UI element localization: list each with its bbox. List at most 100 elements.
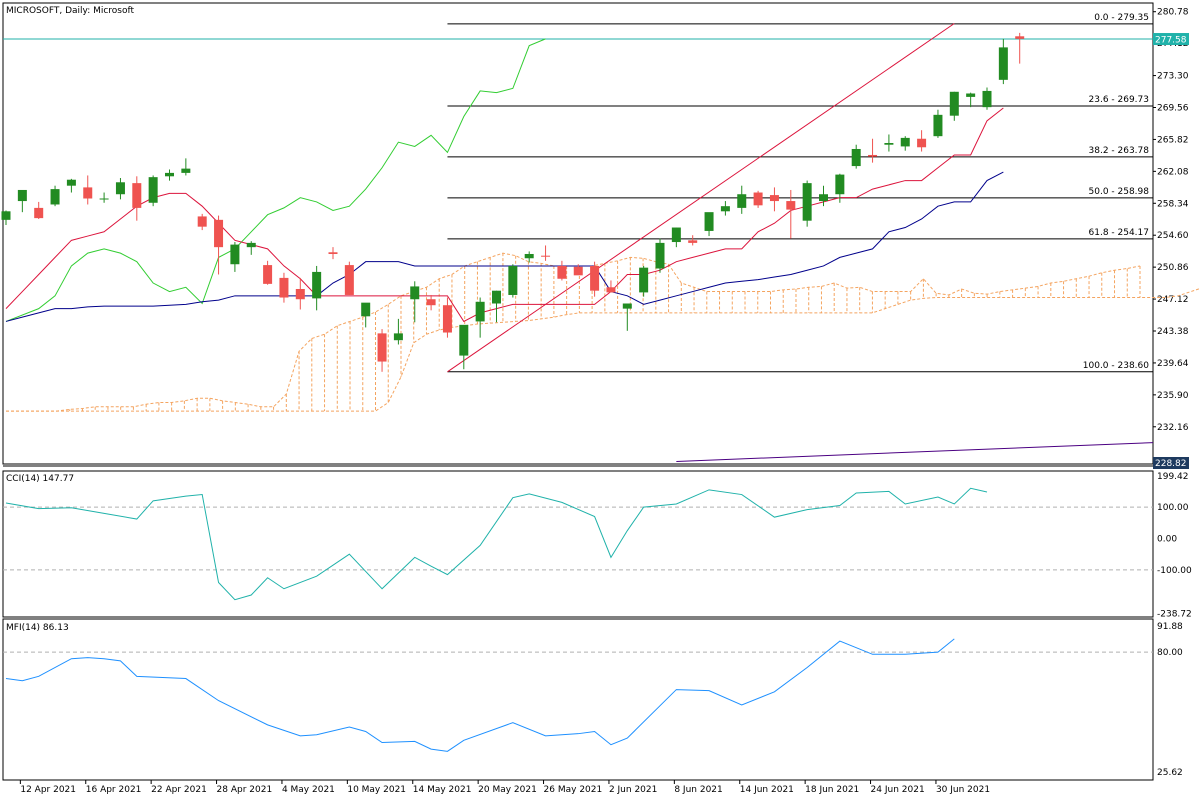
- candle-bull: [361, 302, 371, 317]
- main-chart-title: MICROSOFT, Daily: Microsoft: [6, 6, 135, 16]
- candle-bull: [737, 194, 747, 208]
- price-axis-label: 247.12: [1157, 295, 1189, 305]
- cci-panel-frame: [2, 470, 1154, 618]
- current-price-label: 277.58: [1155, 36, 1187, 46]
- price-axis-label: 235.90: [1157, 391, 1189, 401]
- candle-bull: [524, 253, 534, 259]
- time-axis-label: 14 Jun 2021: [740, 785, 794, 795]
- candle-bull: [17, 189, 27, 202]
- cloud-span-a: [6, 252, 1141, 412]
- kijun-sen-line: [5, 171, 1004, 322]
- candle-bear: [688, 240, 698, 243]
- candle-bull: [230, 244, 240, 265]
- candle-bull: [99, 198, 109, 200]
- chikou-span-line: [5, 38, 546, 322]
- fib-level-label: 50.0 - 258.98: [1089, 187, 1150, 197]
- candle-bull: [720, 206, 730, 212]
- candle-bull: [181, 168, 191, 173]
- time-axis-label: 24 Jun 2021: [871, 785, 925, 795]
- tenkan-sen-line: [5, 107, 1004, 323]
- cci-line: [5, 487, 988, 601]
- price-axis-label: 243.38: [1157, 327, 1189, 337]
- candle-bear: [769, 195, 779, 202]
- candle-bull: [508, 265, 518, 295]
- candle-bull: [949, 91, 959, 116]
- candle-bull: [66, 179, 76, 186]
- candle-bull: [165, 172, 174, 177]
- candle-bull: [835, 174, 845, 195]
- mfi-title: MFI(14) 86.13: [6, 623, 69, 633]
- candle-bull: [998, 47, 1008, 80]
- time-axis-label: 8 Jun 2021: [674, 785, 722, 795]
- time-axis-label: 16 Apr 2021: [86, 785, 142, 795]
- candle-bear: [279, 277, 289, 298]
- candle-bear: [868, 154, 878, 157]
- time-axis-label: 22 Apr 2021: [151, 785, 207, 795]
- candle-bull: [933, 114, 943, 137]
- ichimoku-cloud: [6, 252, 1200, 412]
- cci-title: CCI(14) 147.77: [6, 474, 74, 484]
- time-axis-label: 10 May 2021: [347, 785, 406, 795]
- candle-bear: [83, 187, 93, 199]
- price-axis-label: 239.64: [1157, 359, 1189, 369]
- fib-level-label: 61.8 - 254.17: [1089, 228, 1150, 238]
- candle-bull: [393, 333, 403, 341]
- candle-bear: [1015, 36, 1025, 39]
- fib-level-label: 23.6 - 269.73: [1089, 95, 1150, 105]
- mfi-panel: 91.88 80.00 25.62: [2, 618, 1183, 781]
- candle-bull: [312, 271, 322, 299]
- fib-level-label: 0.0 - 279.35: [1094, 13, 1149, 23]
- cci-axis-label: 0.00: [1157, 535, 1177, 545]
- candle-bear: [573, 266, 583, 276]
- candle-bear: [197, 216, 207, 227]
- candle-bull: [966, 93, 976, 97]
- time-axis: 12 Apr 2021 16 Apr 2021 22 Apr 2021 28 Apr …: [19, 780, 990, 795]
- bottom-price-badge: [1153, 457, 1189, 469]
- price-axis-label: 273.30: [1157, 72, 1189, 82]
- candle-bull: [50, 189, 60, 205]
- candle-bull: [148, 177, 158, 203]
- candle-bear: [344, 265, 354, 295]
- candle-bear: [606, 287, 616, 293]
- candle-bear: [214, 219, 224, 248]
- candle-bear: [34, 207, 44, 219]
- time-axis-label: 30 Jun 2021: [936, 785, 990, 795]
- time-axis-label: 12 Apr 2021: [20, 785, 76, 795]
- candle-bear: [328, 252, 338, 254]
- time-axis-label: 26 May 2021: [544, 785, 603, 795]
- cci-axis-label: -100.00: [1157, 566, 1192, 576]
- mfi-line: [5, 638, 955, 752]
- time-axis-label: 4 May 2021: [282, 785, 335, 795]
- price-axis-label: 269.56: [1157, 103, 1189, 113]
- time-axis-label: 2 Jun 2021: [609, 785, 657, 795]
- candle-bull: [1, 211, 11, 220]
- main-price-panel: 280.78277.12273.30269.56265.82262.08258.…: [1, 2, 1200, 469]
- price-axis-label: 250.86: [1157, 263, 1189, 273]
- price-axis-label: 232.16: [1157, 423, 1189, 433]
- candle-bear: [590, 265, 600, 291]
- mfi-axis-label: 80.00: [1157, 648, 1183, 658]
- candle-bear: [753, 192, 763, 206]
- fib-level-label: 100.0 - 238.60: [1083, 361, 1149, 371]
- candle-bull: [900, 137, 910, 147]
- mfi-axis-label: 91.88: [1157, 622, 1183, 632]
- candle-bull: [655, 242, 665, 269]
- candle-bull: [851, 148, 861, 167]
- candle-bear: [132, 183, 142, 208]
- candle-bull: [802, 183, 812, 221]
- cci-axis-label: 199.42: [1157, 472, 1189, 482]
- price-axis-label: 262.08: [1157, 167, 1189, 177]
- current-price-badge: [1153, 33, 1189, 46]
- price-axis-label: 258.34: [1157, 199, 1189, 209]
- candle-bear: [786, 201, 796, 210]
- candle-bear: [557, 265, 567, 279]
- candle-bull: [410, 286, 420, 300]
- cci-axis-label: -238.72: [1157, 609, 1192, 619]
- purple-trend-line: [676, 442, 1154, 462]
- candle-bull: [475, 301, 485, 322]
- candle-bull: [884, 143, 894, 145]
- price-axis-label: 254.60: [1157, 231, 1189, 241]
- mfi-panel-frame: [2, 618, 1154, 781]
- candle-bear: [263, 265, 273, 284]
